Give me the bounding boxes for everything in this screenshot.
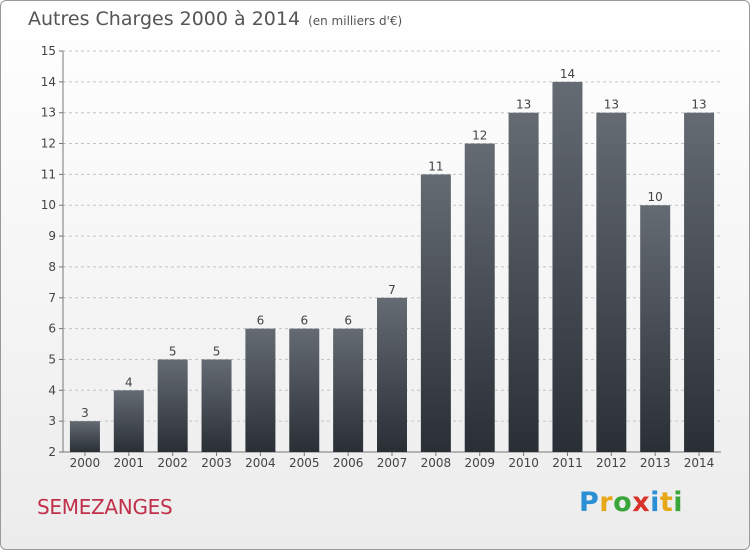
title-row: Autres Charges 2000 à 2014 (en milliers d… (28, 8, 402, 30)
y-tick-label: 14 (41, 75, 56, 89)
y-tick-label: 9 (48, 229, 56, 243)
logo-letter: i (650, 487, 660, 518)
x-tick-label: 2003 (201, 456, 232, 470)
logo-letter: x (632, 487, 651, 518)
bar (377, 297, 407, 452)
place-name: SEMEZANGES (37, 495, 173, 519)
logo-letter: t (659, 487, 674, 518)
bar-value-label: 6 (257, 314, 265, 328)
bar (245, 328, 276, 452)
x-tick-label: 2002 (157, 456, 188, 470)
bar-value-label: 14 (560, 67, 575, 81)
y-tick-label: 12 (41, 137, 56, 151)
data-labels: 3 4 5 5 6 6 6 7 11 12 13 14 13 10 13 (81, 67, 707, 420)
x-tick-label: 2006 (333, 456, 364, 470)
x-tick-label: 2011 (552, 456, 583, 470)
x-tick-label: 2000 (70, 456, 101, 470)
bar (464, 143, 495, 453)
logo-letter: r (599, 487, 614, 518)
proxiti-logo: Proxiti (579, 487, 683, 518)
bar-value-label: 13 (516, 98, 531, 112)
bar (596, 112, 627, 452)
bar (684, 112, 715, 452)
y-tick-label: 15 (41, 44, 56, 58)
logo-letter: P (579, 487, 600, 518)
bar-value-label: 5 (169, 344, 177, 358)
bar (420, 174, 451, 452)
bar-value-label: 3 (81, 406, 89, 420)
bar (113, 390, 144, 452)
x-tick-label: 2008 (421, 456, 452, 470)
bars (69, 81, 715, 453)
bar (201, 359, 232, 452)
y-tick-label: 2 (48, 445, 56, 459)
chart-subtitle: (en milliers d'€) (308, 14, 403, 28)
x-tick-label: 2001 (114, 456, 145, 470)
y-tick-label: 6 (48, 322, 56, 336)
bar (157, 359, 188, 452)
bar-value-label: 11 (428, 159, 443, 173)
bar-value-label: 10 (648, 190, 663, 204)
bar (640, 205, 671, 452)
bar-value-label: 12 (472, 129, 487, 143)
bar-value-label: 5 (213, 344, 221, 358)
logo-letter: o (613, 487, 633, 518)
bar (508, 112, 539, 452)
chart-title: Autres Charges 2000 à 2014 (28, 8, 301, 30)
y-tick-label: 11 (41, 167, 56, 181)
y-tick-label: 4 (48, 383, 56, 397)
bar-value-label: 13 (691, 98, 706, 112)
x-tick-label: 2012 (596, 456, 627, 470)
x-tick-label: 2004 (245, 456, 276, 470)
y-tick-label: 5 (48, 352, 56, 366)
x-tick-label: 2009 (464, 456, 495, 470)
bar (333, 328, 364, 452)
logo-letter: i (673, 487, 684, 518)
bar-value-label: 4 (125, 375, 133, 389)
y-tick-label: 3 (48, 414, 56, 428)
bar (289, 328, 320, 452)
x-tick-label: 2013 (640, 456, 671, 470)
bar-value-label: 6 (300, 314, 308, 328)
x-tick-label: 2005 (289, 456, 320, 470)
bar-value-label: 6 (344, 314, 352, 328)
x-tick-label: 2014 (684, 456, 715, 470)
x-tick-label: 2007 (377, 456, 408, 470)
bar-value-label: 7 (388, 283, 396, 297)
x-tick-label: 2010 (508, 456, 539, 470)
bar-value-label: 13 (604, 98, 619, 112)
y-tick-label: 13 (41, 106, 56, 120)
y-tick-label: 8 (48, 260, 56, 274)
bar (69, 421, 100, 452)
y-tick-label: 10 (41, 198, 56, 212)
bar (552, 81, 583, 452)
y-tick-label: 7 (48, 291, 56, 305)
